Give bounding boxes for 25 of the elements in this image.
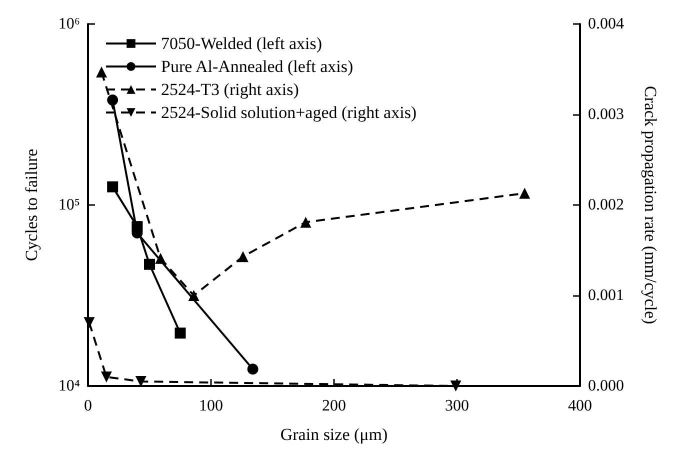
x-tick-label: 300 [445, 398, 469, 414]
y2-axis-title: Crack propagation rate (mm/cycle) [641, 86, 660, 324]
legend-label: 7050-Welded (left axis) [161, 34, 322, 53]
y-axis-title: Cycles to failure [22, 148, 41, 262]
point [107, 181, 118, 192]
x-axis-title: Grain size (μm) [280, 425, 388, 444]
x-tick-label: 200 [322, 398, 346, 414]
x-tick-label: 100 [199, 398, 223, 414]
y-tick-label: 10⁵ [58, 196, 80, 214]
legend-label: 2524-T3 (right axis) [161, 80, 299, 99]
legend-label: Pure Al-Annealed (left axis) [161, 57, 354, 76]
y-tick-label: 10⁴ [58, 378, 80, 394]
y2-tick-label: 0.003 [588, 106, 624, 123]
y-tick-label: 10⁶ [58, 16, 80, 32]
y2-tick-label: 0.001 [588, 287, 624, 304]
y2-tick-label: 0.004 [588, 16, 624, 32]
x-tick-label: 400 [568, 398, 592, 414]
point [144, 258, 155, 270]
y2-tick-label: 0.000 [588, 378, 624, 394]
x-tick-label: 0 [84, 398, 92, 414]
y2-tick-label: 0.002 [588, 196, 624, 214]
point [107, 94, 118, 106]
point [174, 328, 186, 339]
point [247, 364, 258, 375]
legend-label: 2524-Solid solution+aged (right axis) [161, 103, 417, 122]
